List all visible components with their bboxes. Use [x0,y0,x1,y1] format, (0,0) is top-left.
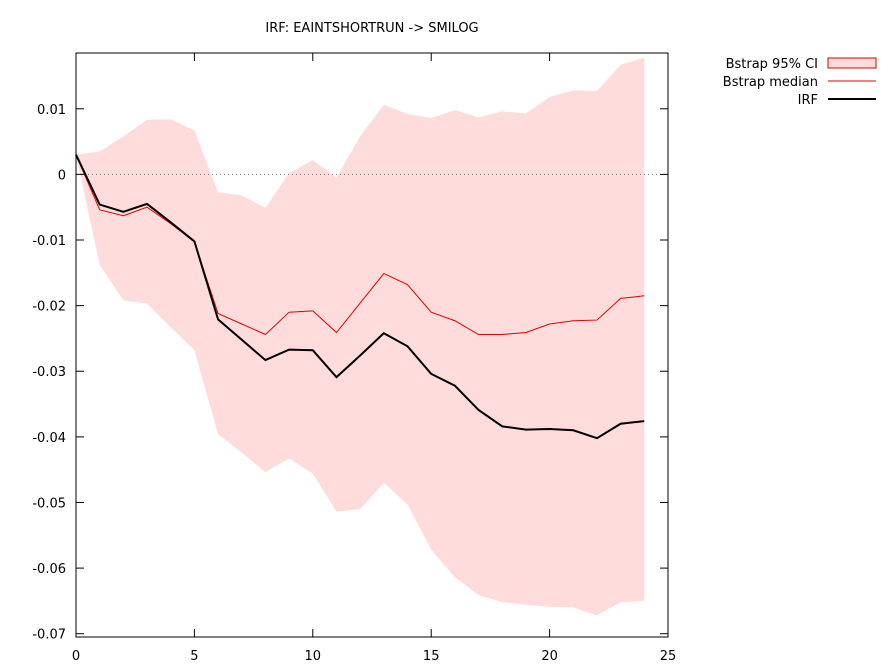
y-tick-label: -0.01 [32,234,66,249]
legend-entry-median: Bstrap median [723,75,876,90]
legend-entry-ci: Bstrap 95% CI [726,57,877,72]
plot-area [75,57,668,616]
ci-band [76,57,645,616]
axes: 0 5 10 15 20 25 0.01 0 -0.01 -0.02 -0.03 -0.04 -0.05… [32,52,677,664]
x-tick-label: 5 [190,649,198,664]
legend-label-ci: Bstrap 95% CI [726,57,818,72]
y-tick-label: 0.01 [37,103,66,118]
legend-swatch-ci [827,57,877,69]
chart-title: IRF: EAINTSHORTRUN -> SMILOG [265,21,478,36]
median-line [75,154,645,336]
x-tick-label: 10 [305,649,322,664]
y-tick-label: 0 [58,168,66,183]
legend-label-irf: IRF [798,93,818,108]
legend: Bstrap 95% CI Bstrap median IRF [723,57,877,108]
legend-label-median: Bstrap median [723,75,818,90]
x-tick-label: 25 [660,649,677,664]
y-tick-label: -0.03 [32,365,66,380]
irf-line [75,154,645,440]
y-tick-label: -0.07 [32,628,66,643]
x-tick-label: 20 [541,649,558,664]
y-tick-label: -0.04 [32,431,66,446]
y-tick-label: -0.05 [32,496,66,511]
plot-frame [75,52,669,638]
y-tick-label: -0.02 [32,300,66,315]
x-tick-label: 15 [423,649,440,664]
y-tick-label: -0.06 [32,562,66,577]
x-tick-label: 0 [72,649,80,664]
legend-entry-irf: IRF [798,93,876,108]
